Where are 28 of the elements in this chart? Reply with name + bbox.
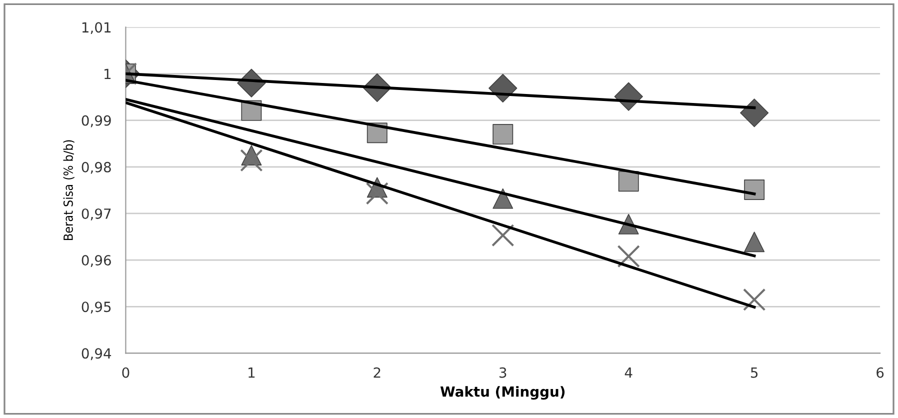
- y-tick-label: 0,94: [82, 348, 112, 360]
- point: [742, 288, 766, 311]
- y-tick-label: 0,96: [82, 255, 111, 267]
- point: [240, 149, 263, 172]
- x-tick-label: 6: [876, 367, 884, 378]
- x-tick-label: 2: [374, 367, 380, 378]
- x-axis-title: Waktu (Minggu): [440, 386, 565, 400]
- point: [618, 171, 639, 192]
- point: [366, 182, 389, 205]
- point: [492, 124, 514, 145]
- y-tick-label: 0,98: [82, 162, 111, 174]
- y-tick-label: 0,99: [82, 115, 111, 128]
- point: [744, 232, 765, 252]
- point: [744, 179, 765, 200]
- x-tick-label: 4: [624, 368, 632, 378]
- x-tick-label: 5: [750, 368, 758, 378]
- x-tick-label: 0: [122, 367, 130, 378]
- x-tick-label: 3: [500, 367, 506, 378]
- y-tick-label: 1,01: [82, 22, 111, 34]
- point: [740, 98, 769, 128]
- point: [617, 244, 640, 268]
- x-tick-label: 1: [248, 368, 255, 378]
- point: [492, 224, 514, 247]
- y-axis-title: Berat Sisa (% b/b): [63, 140, 74, 240]
- y-tick-label: 0,97: [82, 208, 111, 220]
- point: [492, 188, 514, 209]
- y-tick-label: 0,95: [82, 302, 111, 314]
- y-tick-label: 1: [104, 68, 111, 80]
